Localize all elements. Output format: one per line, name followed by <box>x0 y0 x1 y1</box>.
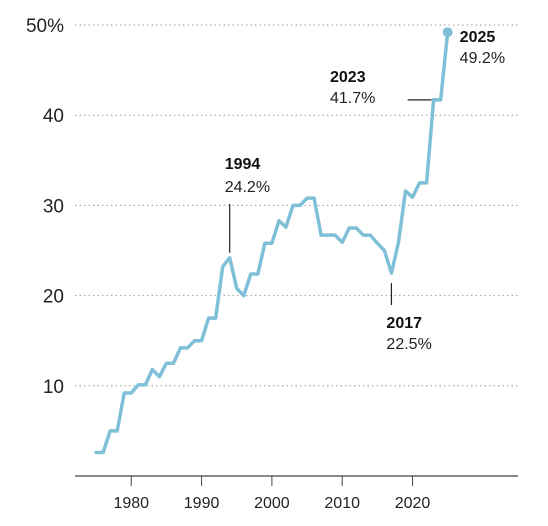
y-tick-label-40: 40 <box>43 106 64 127</box>
series-line-0 <box>94 30 450 455</box>
annotation-value-2023: 41.7% <box>330 90 375 107</box>
annotations-layer: 1994 24.2% 2017 22.5% 2023 41.7% 2025 49.2% <box>225 29 505 353</box>
y-axis-labels: 10 20 30 40 50% <box>26 16 64 398</box>
endpoint-marker-2025 <box>442 27 453 38</box>
y-tick-label-50: 50% <box>26 16 64 37</box>
annotation-year-2023: 2023 <box>330 69 366 86</box>
annotation-year-2025: 2025 <box>460 29 496 46</box>
annotation-year-1994: 1994 <box>225 156 261 173</box>
x-axis <box>75 475 518 486</box>
y-tick-label-20: 20 <box>43 287 64 308</box>
x-axis-labels: 1980 1990 2000 2010 2020 <box>113 495 430 512</box>
y-tick-label-30: 30 <box>43 196 64 217</box>
x-tick-label-1980: 1980 <box>113 495 149 512</box>
y-tick-label-10: 10 <box>43 377 64 398</box>
x-tick-label-2010: 2010 <box>324 495 360 512</box>
x-tick-label-2000: 2000 <box>254 495 290 512</box>
annotation-value-2025: 49.2% <box>460 50 505 67</box>
x-tick-label-2020: 2020 <box>395 495 431 512</box>
annotation-year-2017: 2017 <box>386 315 422 332</box>
x-tick-label-1990: 1990 <box>184 495 220 512</box>
series-layer <box>94 27 453 455</box>
annotation-value-1994: 24.2% <box>225 179 270 196</box>
annotation-value-2017: 22.5% <box>386 336 431 353</box>
